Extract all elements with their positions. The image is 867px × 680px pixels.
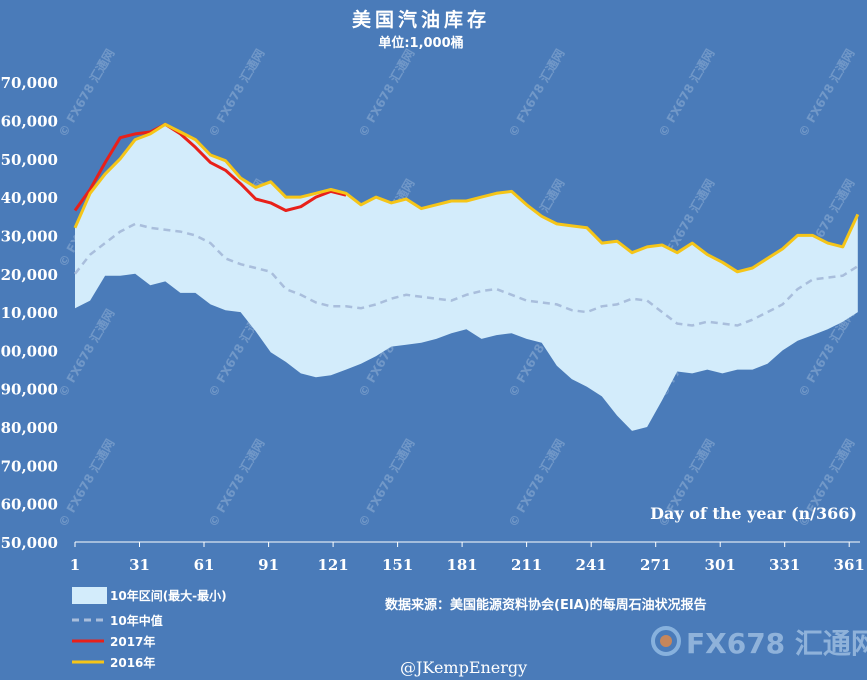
- y-tick-label: 270,000: [0, 74, 58, 92]
- x-tick-label: 331: [769, 556, 800, 574]
- x-tick-label: 241: [576, 556, 607, 574]
- watermark-text: © FX678 汇通网: [355, 46, 417, 139]
- watermark-text: © FX678 汇通网: [55, 436, 117, 529]
- x-tick-label: 61: [194, 556, 215, 574]
- chart-title: 美国汽油库存: [352, 8, 490, 31]
- watermark-text: © FX678 汇通网: [505, 46, 567, 139]
- y-tick-label: 220,000: [0, 266, 58, 284]
- watermark-text: © FX678 汇通网: [505, 436, 567, 529]
- watermark-text: © FX678 汇通网: [795, 46, 857, 139]
- watermark-text: © FX678 汇通网: [355, 436, 417, 529]
- legend-label-2016: 2016年: [110, 655, 155, 670]
- y-tick-label: 180,000: [0, 419, 58, 437]
- legend-label-range: 10年区间(最大-最小): [110, 588, 227, 603]
- brand-logo-text: FX678 汇通网: [686, 627, 867, 660]
- range-area: [75, 124, 858, 431]
- x-axis: 1 31 61 91 121 151 181 211 241 271 301 331 361: [70, 542, 865, 574]
- y-tick-label: 260,000: [0, 113, 58, 131]
- source-note: 数据来源：美国能源资料协会(EIA)的每周石油状况报告: [385, 597, 707, 613]
- median-line: [74, 222, 859, 327]
- x-tick-label: 361: [834, 556, 865, 574]
- x-tick-label: 211: [511, 556, 542, 574]
- series-line-2016: [73, 122, 860, 274]
- watermark-text: © FX678 汇通网: [55, 306, 117, 399]
- y-tick-label: 170,000: [0, 457, 58, 475]
- y-tick-label: 150,000: [0, 534, 58, 552]
- watermark-text: © FX678 汇通网: [205, 46, 267, 139]
- x-tick-label: 271: [640, 556, 671, 574]
- x-tick-label: 181: [446, 556, 477, 574]
- x-tick-label: 1: [70, 556, 80, 574]
- brand-logo: FX678 汇通网: [651, 626, 867, 660]
- chart-subtitle: 单位:1,000桶: [378, 35, 463, 51]
- watermark-text: © FX678 汇通网: [655, 46, 717, 139]
- legend: 10年区间(最大-最小) 10年中值 2017年 2016年: [72, 587, 227, 670]
- y-tick-label: 200,000: [0, 342, 58, 360]
- y-tick-label: 240,000: [0, 189, 58, 207]
- brand-logo-icon: [651, 626, 681, 656]
- legend-label-2017: 2017年: [110, 634, 155, 649]
- x-tick-label: 121: [317, 556, 348, 574]
- credit: @JKempEnergy: [400, 658, 527, 677]
- y-tick-label: 210,000: [0, 304, 58, 322]
- series-line-2017: [73, 122, 347, 212]
- x-tick-label: 31: [129, 556, 150, 574]
- y-axis: 150,000 160,000 170,000 180,000 190,000 200,0…: [0, 74, 58, 552]
- legend-swatch-range: [72, 587, 107, 604]
- x-tick-label: 151: [382, 556, 413, 574]
- y-tick-label: 190,000: [0, 381, 58, 399]
- y-tick-label: 230,000: [0, 227, 58, 245]
- x-tick-label: 91: [258, 556, 279, 574]
- legend-label-median: 10年中值: [110, 613, 163, 628]
- y-tick-label: 160,000: [0, 496, 58, 514]
- x-axis-label: Day of the year (n/366): [650, 504, 857, 523]
- x-tick-label: 301: [705, 556, 736, 574]
- y-tick-label: 250,000: [0, 151, 58, 169]
- watermark-text: © FX678 汇通网: [205, 436, 267, 529]
- watermark-text: © FX678 汇通网: [55, 46, 117, 139]
